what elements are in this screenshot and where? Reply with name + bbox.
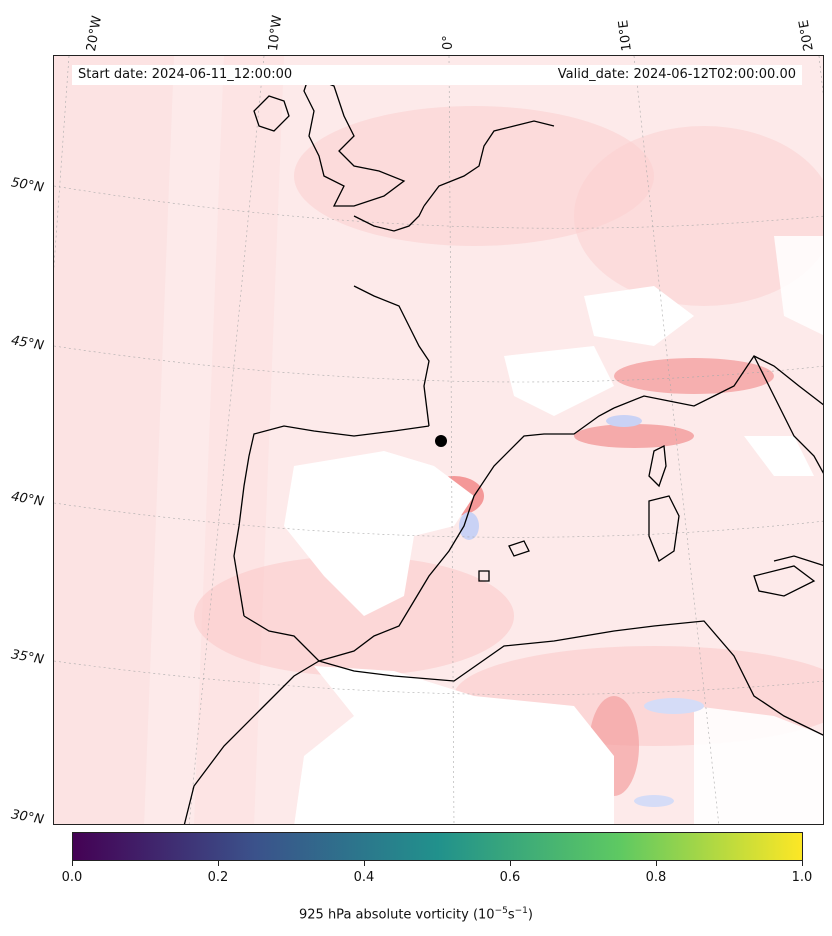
colorbar-tick-label-4: 0.8 (645, 870, 667, 885)
vorticity-streak-atlantic (54, 56, 174, 824)
lat-label-45n: 45°N (9, 333, 45, 354)
lat-label-30n: 30°N (9, 807, 45, 828)
lon-label-10e: 10°E (616, 19, 635, 53)
mask-central-europe (774, 236, 823, 336)
coast-italy-south (773, 555, 823, 567)
mask-north-africa (294, 666, 614, 824)
lat-label-35n: 35°N (9, 647, 45, 668)
mask-italy (744, 436, 814, 476)
coast-channel (353, 205, 425, 232)
coast-mallorca (508, 540, 530, 557)
coast-great-britain (303, 75, 406, 207)
coastlines (183, 75, 823, 824)
colorbar-tick-2 (364, 861, 365, 866)
info-box: Start date: 2024-06-11_12:00:00 Valid_da… (72, 65, 802, 85)
colorbar-title-mid: s (507, 907, 515, 923)
colorbar-tick-4 (656, 861, 657, 866)
colorbar-tick-3 (510, 861, 511, 866)
lon-label-20w: 20°W (84, 14, 106, 53)
colorbar-tick-label-1: 0.2 (207, 870, 229, 885)
start-date-label: Start date: 2024-06-11_12:00:00 (78, 67, 293, 82)
coast-ireland (253, 95, 290, 132)
coast-morocco-atlantic (183, 660, 320, 824)
valid-date-label: Valid_date: 2024-06-12T02:00:00.00 (557, 67, 796, 82)
vorticity-patch-north (294, 106, 654, 246)
vorticity-negative-3 (644, 698, 704, 714)
coast-france-italy (613, 355, 823, 409)
coast-italy-west (753, 355, 823, 474)
colorbar-tick-1 (218, 861, 219, 866)
vorticity-negative-1 (606, 415, 642, 427)
coast-biscay-france (353, 285, 430, 427)
colorbar-title-exp1: −5 (494, 906, 508, 916)
graticule (54, 56, 823, 824)
coast-north-africa (318, 620, 823, 736)
coast-portugal (233, 455, 250, 617)
lon-label-20e: 20°E (796, 18, 817, 53)
coast-corsica (648, 444, 667, 488)
vorticity-max-gulf-lion (574, 424, 694, 448)
colorbar-tick-label-3: 0.6 (499, 870, 521, 885)
coast-iberia-north (248, 425, 430, 457)
mask-north-africa-east (694, 706, 823, 824)
coast-ibiza (478, 570, 490, 582)
mask-alps (584, 286, 694, 346)
map-canvas (54, 56, 823, 824)
vorticity-patch-spain-south (194, 556, 514, 676)
colorbar-title-suffix: ) (527, 907, 533, 923)
lat-label-50n: 50°N (9, 175, 45, 196)
colorbar-tick-label-2: 0.4 (353, 870, 375, 885)
mask-france-south (504, 346, 614, 416)
colorbar-tick-label-0: 0.0 (61, 870, 83, 885)
vorticity-max-ligurian (614, 358, 774, 394)
lon-label-0: 0° (441, 35, 456, 50)
coast-benelux (423, 120, 555, 207)
colorbar-title: 925 hPa absolute vorticity (10−5s−1) (0, 906, 832, 922)
vorticity-negative-2 (459, 512, 479, 540)
lon-label-10w: 10°W (266, 14, 286, 52)
vorticity-negative-4 (634, 795, 674, 807)
vorticity-patch-ne (574, 126, 823, 306)
colorbar-title-exp2: −1 (514, 906, 528, 916)
coast-spain-south-east (243, 407, 615, 662)
mask-iberia (284, 451, 474, 616)
map-frame (53, 55, 824, 825)
location-marker (435, 435, 447, 447)
coast-sicily (753, 565, 816, 597)
colorbar-tick-label-5: 1.0 (791, 870, 813, 885)
coast-sardinia (648, 495, 680, 562)
colorbar-tick-5 (802, 861, 803, 866)
lat-label-40n: 40°N (9, 489, 45, 510)
colorbar (72, 832, 803, 861)
colorbar-tick-0 (72, 861, 73, 866)
colorbar-title-prefix: 925 hPa absolute vorticity (10 (299, 907, 495, 923)
